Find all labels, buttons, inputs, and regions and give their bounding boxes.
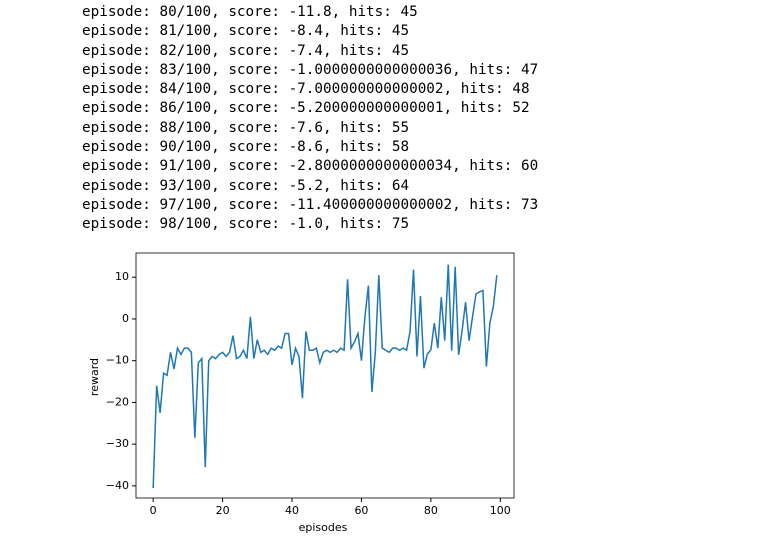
x-tick-label: 0	[150, 504, 157, 517]
y-axis-label: reward	[88, 358, 101, 396]
x-tick-label: 20	[216, 504, 230, 517]
y-tick-label: −30	[106, 437, 129, 450]
log-line: episode: 93/100, score: -5.2, hits: 64	[82, 177, 410, 194]
x-tick-label: 80	[424, 504, 438, 517]
log-line: episode: 90/100, score: -8.6, hits: 58	[82, 139, 410, 156]
log-line: episode: 82/100, score: -7.4, hits: 45	[82, 42, 410, 59]
data-line	[152, 264, 498, 489]
x-axis-label: episodes	[299, 521, 348, 534]
log-line: episode: 84/100, score: -7.0000000000000…	[82, 81, 530, 98]
x-tick-label: 60	[354, 504, 368, 517]
x-tick-label: 40	[285, 504, 299, 517]
log-line: episode: 88/100, score: -7.6, hits: 55	[82, 119, 410, 136]
log-line: episode: 98/100, score: -1.0, hits: 75	[82, 216, 410, 233]
y-tick-label: −10	[106, 354, 129, 367]
log-line: episode: 80/100, score: -11.8, hits: 45	[82, 4, 418, 20]
log-line: episode: 97/100, score: -11.400000000000…	[82, 196, 539, 213]
log-line: episode: 83/100, score: -1.0000000000000…	[82, 61, 539, 78]
y-tick-label: 0	[122, 312, 129, 325]
plot-frame	[135, 252, 515, 499]
output-log: episode: 80/100, score: -11.8, hits: 45 e…	[82, 3, 538, 235]
log-line: episode: 86/100, score: -5.2000000000000…	[82, 100, 530, 117]
log-line: episode: 81/100, score: -8.4, hits: 45	[82, 23, 410, 40]
y-tick-label: −40	[106, 479, 129, 492]
y-tick-label: 10	[115, 270, 129, 283]
log-line: episode: 91/100, score: -2.8000000000000…	[82, 158, 539, 175]
x-tick-label: 100	[490, 504, 511, 517]
y-tick-label: −20	[106, 395, 129, 408]
